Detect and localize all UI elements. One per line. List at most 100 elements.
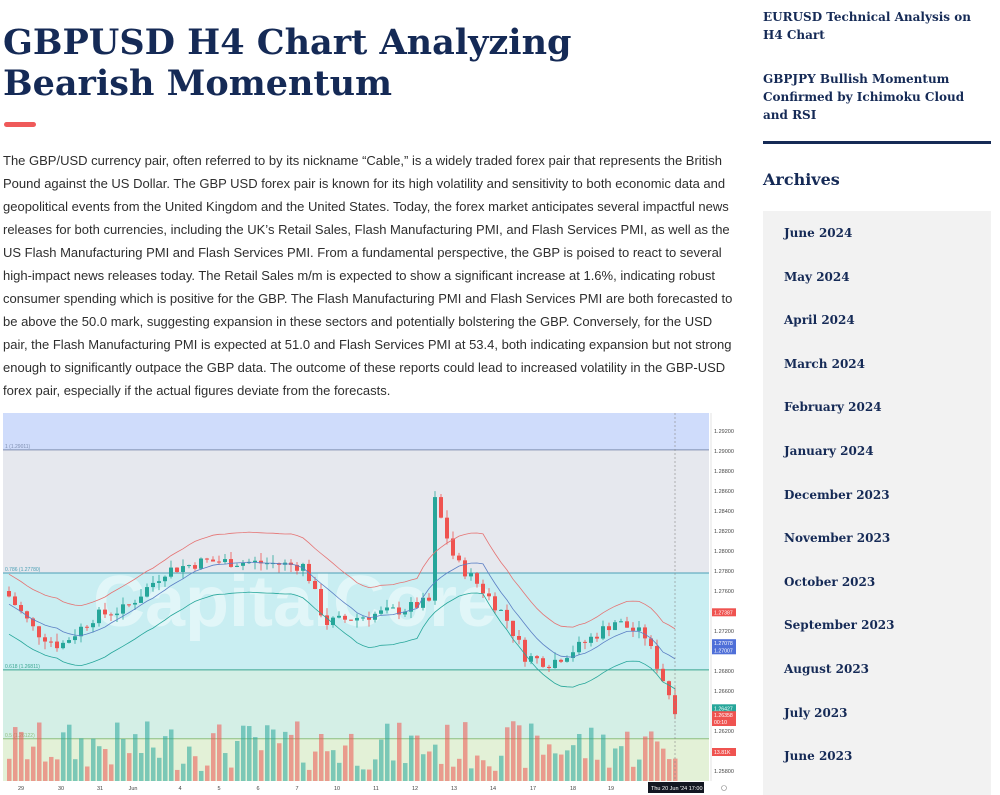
archive-link-august-2023[interactable]: August 2023 [784, 662, 870, 676]
candle-body [157, 581, 161, 583]
volume-bar [511, 721, 516, 781]
fib-zone-top [3, 413, 709, 450]
volume-bar [331, 750, 336, 781]
volume-bar [151, 747, 156, 781]
candle-body [511, 620, 515, 636]
candle-body [13, 596, 17, 606]
volume-bar [577, 734, 582, 781]
fib-label-1: 0.786 (1.27780) [5, 567, 41, 573]
archive-link-may-2024[interactable]: May 2024 [784, 270, 850, 284]
candle-body [103, 609, 107, 615]
price-tag-label-2: 1.27007 [714, 648, 733, 654]
archive-link-march-2024[interactable]: March 2024 [784, 357, 865, 371]
candle-body [91, 623, 95, 628]
archive-link-january-2024[interactable]: January 2024 [784, 444, 874, 458]
volume-bar [211, 733, 216, 781]
volume-bar [97, 746, 102, 781]
volume-bar [127, 753, 132, 781]
related-post-link-eurusd[interactable]: EURUSD Technical Analysis on H4 Chart [763, 10, 971, 42]
volume-bar [637, 759, 642, 781]
price-tag-bg-3 [712, 704, 736, 713]
candle-body [661, 668, 665, 682]
candle-body [445, 517, 449, 539]
volume-bar [199, 770, 204, 781]
volume-bar [163, 736, 168, 781]
candle-body [391, 607, 395, 609]
candle-body [607, 626, 611, 631]
candle-body [133, 602, 137, 605]
fib-label-2: 0.618 (1.26811) [5, 664, 40, 670]
bollinger-upper-line [8, 531, 676, 630]
x-tick-label: 29 [18, 786, 24, 792]
archive-link-december-2023[interactable]: December 2023 [784, 488, 890, 502]
candle-body [517, 635, 521, 640]
y-tick-label: 1.28000 [714, 549, 734, 555]
volume-bar [349, 733, 354, 781]
candle-body [673, 695, 677, 715]
volume-bar [7, 758, 12, 781]
volume-bar [19, 731, 24, 781]
y-tick-label: 1.27200 [714, 629, 734, 635]
archive-link-february-2024[interactable]: February 2024 [784, 400, 882, 414]
candle-body [79, 626, 83, 637]
volume-bar [247, 726, 252, 781]
article-title: GBPUSD H4 Chart Analyzing Bearish Moment… [3, 22, 572, 104]
moving-average-line [8, 561, 676, 660]
candle-body [187, 565, 191, 567]
candle-body [31, 618, 35, 627]
volume-bar [367, 769, 372, 781]
volume-bar [115, 722, 120, 781]
fib-label-0: 1 (1.29011) [5, 444, 31, 450]
volume-bar [667, 759, 672, 781]
candle-body [379, 610, 383, 614]
fib-zone-lower [3, 669, 709, 739]
volume-bar [649, 731, 654, 781]
related-post-link-gbpjpy[interactable]: GBPJPY Bullish Momentum Confirmed by Ich… [763, 72, 965, 122]
y-tick-label: 1.26200 [714, 729, 734, 735]
candle-body [619, 621, 623, 623]
candle-body [97, 609, 101, 624]
gbpusd-h4-chart-image: CapitalCore 1 (1.29011) 0.786 (1.27780) 0.6… [3, 413, 736, 795]
volume-bar [79, 738, 84, 781]
volume-bar [241, 725, 246, 781]
volume-bar [295, 721, 300, 781]
candle-body [637, 627, 641, 631]
candle-body [61, 642, 65, 649]
archive-link-june-2023[interactable]: June 2023 [784, 749, 853, 763]
x-tick-label: 11 [373, 786, 379, 792]
candle-body [259, 560, 263, 564]
archive-link-october-2023[interactable]: October 2023 [784, 575, 876, 589]
volume-bar [193, 756, 198, 781]
x-tick-label: Jun [129, 786, 138, 792]
volume-bar [403, 763, 408, 781]
archive-link-july-2023[interactable]: July 2023 [784, 706, 848, 720]
archive-link-november-2023[interactable]: November 2023 [784, 531, 891, 545]
candle-body [439, 497, 443, 518]
archive-link-june-2024[interactable]: June 2024 [784, 226, 853, 240]
volume-bar [571, 745, 576, 781]
candle-body [655, 646, 659, 669]
archive-link-september-2023[interactable]: September 2023 [784, 618, 895, 632]
archive-list: June 2024 May 2024 April 2024 March 2024… [763, 211, 991, 795]
volume-bar [313, 751, 318, 781]
candle-body [595, 636, 599, 639]
volume-bar [181, 763, 186, 781]
bollinger-lower-line [8, 591, 676, 690]
archive-link-april-2024[interactable]: April 2024 [784, 313, 855, 327]
volume-bar [73, 759, 78, 781]
y-tick-label: 1.29200 [714, 429, 734, 435]
volume-bar [529, 723, 534, 781]
volume-bar [385, 723, 390, 781]
volume-bar [463, 722, 468, 781]
price-tag-label-4: 1.26358 [714, 713, 733, 719]
price-tag-bg-1 [712, 639, 736, 648]
candle-body [577, 641, 581, 653]
candle-body [85, 626, 89, 628]
volume-bar [559, 754, 564, 781]
volume-bar [409, 735, 414, 781]
price-tag-bg-0 [712, 608, 736, 617]
candle-body [541, 658, 545, 667]
candle-body [349, 619, 353, 621]
candle-body [367, 617, 371, 620]
candle-body [73, 636, 77, 641]
